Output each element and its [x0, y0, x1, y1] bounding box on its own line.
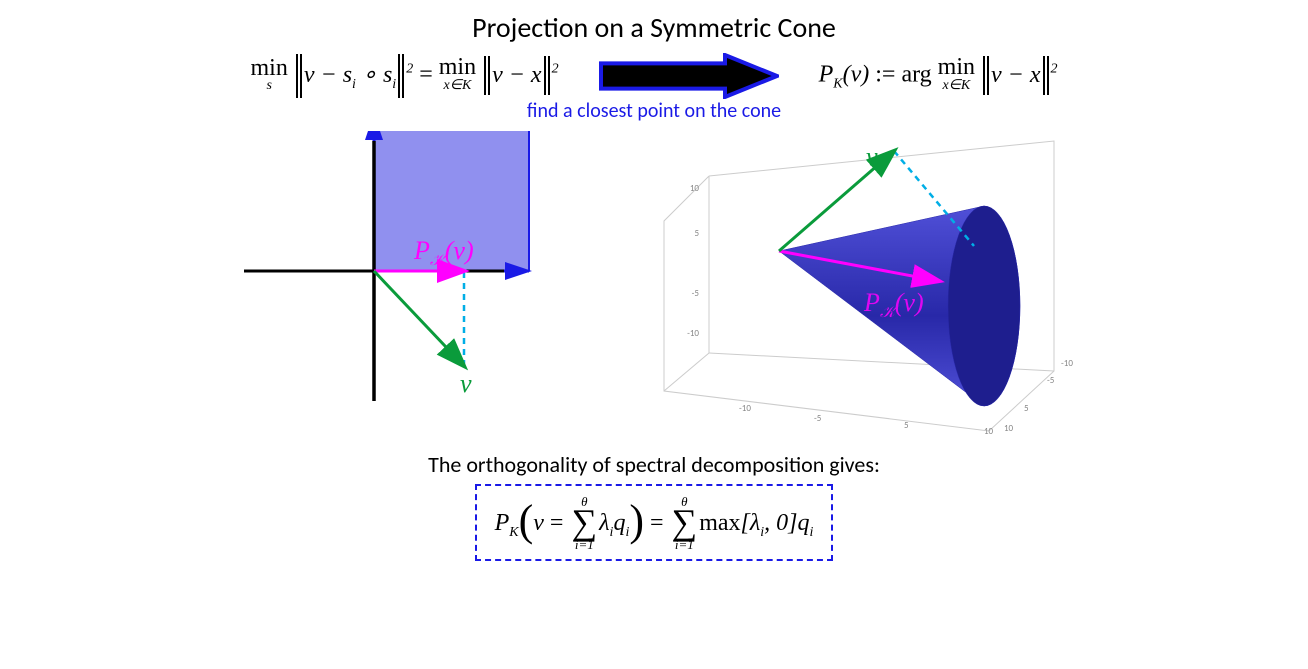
svg-text:-5: -5 — [1047, 375, 1055, 386]
equation-row: mins v − si ∘ si2 = minx∈K v − x2 PK(v) … — [20, 53, 1288, 99]
subtitle: find a closest point on the cone — [20, 99, 1288, 123]
bottom-caption: The orthogonality of spectral decomposit… — [20, 451, 1288, 478]
svg-text:-5: -5 — [692, 288, 700, 299]
svg-text:5: 5 — [904, 420, 909, 431]
svg-text:5: 5 — [1024, 403, 1029, 414]
diagram-3d: 105-5-10-10-5510-10-5510vP𝒦(v) — [649, 131, 1079, 441]
diagram-row: P𝒦(v)v 105-5-10-10-5510-10-5510vP𝒦(v) — [20, 131, 1288, 441]
svg-text:-10: -10 — [1061, 358, 1073, 369]
formula: PK(v = θ∑i=1λiqi) = θ∑i=1max[λi, 0]qi — [495, 492, 814, 557]
svg-text:-5: -5 — [814, 413, 822, 424]
big-arrow-icon — [599, 53, 779, 99]
svg-text:5: 5 — [694, 228, 699, 239]
equation-left: mins v − si ∘ si2 = minx∈K v − x2 — [251, 54, 559, 98]
svg-text:-10: -10 — [687, 328, 699, 339]
svg-text:v: v — [866, 142, 878, 171]
svg-text:-10: -10 — [739, 403, 751, 414]
page-title: Projection on a Symmetric Cone — [20, 10, 1288, 45]
equation-right: PK(v) := arg minx∈K v − x2 — [819, 54, 1058, 98]
svg-text:10: 10 — [984, 426, 994, 437]
svg-text:10: 10 — [690, 183, 700, 194]
svg-text:v: v — [460, 369, 472, 398]
svg-text:10: 10 — [1004, 423, 1014, 434]
diagram-2d: P𝒦(v)v — [229, 131, 549, 431]
formula-box: PK(v = θ∑i=1λiqi) = θ∑i=1max[λi, 0]qi — [475, 484, 834, 561]
